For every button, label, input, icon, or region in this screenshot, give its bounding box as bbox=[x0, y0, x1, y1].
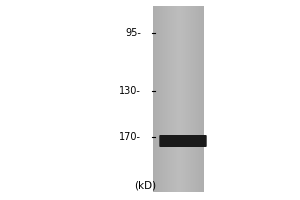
Bar bbox=[192, 6, 193, 192]
Bar bbox=[185, 6, 186, 192]
Bar bbox=[182, 6, 183, 192]
Bar bbox=[187, 6, 188, 192]
Bar bbox=[156, 6, 157, 192]
Bar bbox=[190, 6, 191, 192]
Bar bbox=[157, 6, 158, 192]
Bar bbox=[179, 6, 180, 192]
Bar bbox=[195, 6, 196, 192]
Bar bbox=[178, 6, 179, 192]
Bar bbox=[188, 6, 189, 192]
Bar bbox=[173, 6, 174, 192]
Bar bbox=[189, 6, 190, 192]
Bar bbox=[202, 6, 203, 192]
Bar bbox=[158, 6, 159, 192]
FancyBboxPatch shape bbox=[159, 135, 207, 147]
Bar bbox=[159, 6, 160, 192]
Bar bbox=[193, 6, 194, 192]
Bar bbox=[203, 6, 204, 192]
Bar bbox=[183, 6, 184, 192]
Bar bbox=[162, 6, 163, 192]
Bar bbox=[196, 6, 197, 192]
Bar bbox=[153, 6, 154, 192]
Bar bbox=[154, 6, 155, 192]
Bar bbox=[170, 6, 171, 192]
Bar bbox=[199, 6, 200, 192]
Bar bbox=[186, 6, 187, 192]
Bar bbox=[198, 6, 199, 192]
Text: 95-: 95- bbox=[125, 28, 141, 38]
Bar bbox=[194, 6, 195, 192]
Text: 170-: 170- bbox=[119, 132, 141, 142]
Text: 130-: 130- bbox=[119, 86, 141, 96]
Bar bbox=[168, 6, 169, 192]
Bar bbox=[177, 6, 178, 192]
Bar bbox=[171, 6, 172, 192]
Text: (kD): (kD) bbox=[134, 181, 157, 191]
Bar bbox=[180, 6, 181, 192]
Bar bbox=[153, 6, 204, 192]
Bar bbox=[176, 6, 177, 192]
Bar bbox=[161, 6, 162, 192]
Bar bbox=[167, 6, 168, 192]
Bar bbox=[164, 6, 165, 192]
Bar bbox=[201, 6, 202, 192]
Bar bbox=[184, 6, 185, 192]
Bar bbox=[169, 6, 170, 192]
Bar bbox=[165, 6, 166, 192]
Bar bbox=[172, 6, 173, 192]
Bar bbox=[160, 6, 161, 192]
Bar bbox=[181, 6, 182, 192]
Bar bbox=[155, 6, 156, 192]
Bar bbox=[163, 6, 164, 192]
Bar bbox=[191, 6, 192, 192]
Bar bbox=[200, 6, 201, 192]
Bar bbox=[197, 6, 198, 192]
Bar bbox=[174, 6, 175, 192]
